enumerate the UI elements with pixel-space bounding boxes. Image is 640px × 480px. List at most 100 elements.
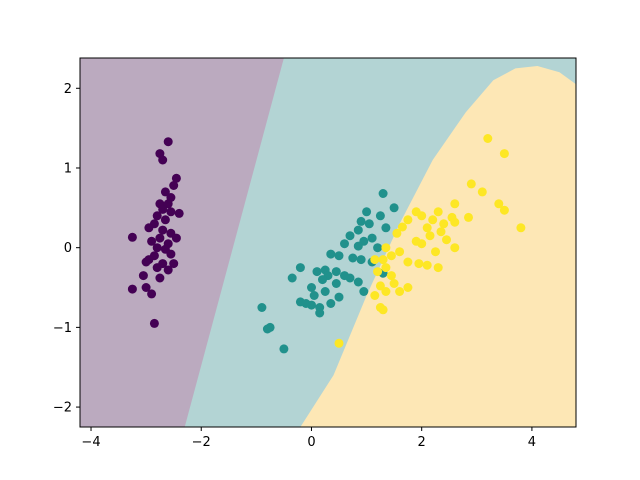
data-point-class-0 bbox=[147, 236, 157, 246]
data-point-class-1 bbox=[378, 189, 388, 198]
data-point-class-2 bbox=[381, 263, 391, 273]
data-point-class-2 bbox=[499, 205, 509, 215]
data-point-class-1 bbox=[373, 243, 383, 253]
data-point-class-1 bbox=[257, 303, 267, 312]
data-point-class-1 bbox=[279, 344, 289, 354]
data-point-class-2 bbox=[433, 207, 443, 217]
y-tick-label: 0 bbox=[64, 241, 72, 256]
data-point-class-2 bbox=[389, 279, 399, 288]
data-point-class-0 bbox=[158, 204, 168, 214]
data-point-class-1 bbox=[334, 251, 344, 261]
data-point-class-2 bbox=[370, 255, 380, 265]
data-point-class-1 bbox=[331, 279, 341, 288]
data-point-class-2 bbox=[431, 247, 440, 257]
data-point-class-0 bbox=[152, 263, 162, 273]
data-point-class-1 bbox=[353, 225, 363, 235]
data-point-class-2 bbox=[403, 215, 413, 225]
x-tick-label: 4 bbox=[528, 435, 536, 450]
data-point-class-2 bbox=[494, 199, 504, 209]
data-point-class-1 bbox=[375, 211, 385, 221]
data-point-class-2 bbox=[370, 291, 380, 300]
data-point-class-0 bbox=[163, 199, 173, 209]
data-point-class-1 bbox=[356, 216, 366, 226]
decision-regions bbox=[80, 58, 576, 427]
data-point-class-1 bbox=[312, 267, 322, 277]
data-point-class-2 bbox=[373, 267, 383, 277]
data-point-class-1 bbox=[301, 299, 311, 308]
data-point-class-0 bbox=[144, 223, 154, 233]
data-point-class-2 bbox=[516, 223, 526, 233]
x-tick-label: −4 bbox=[81, 435, 100, 450]
x-tick-label: 0 bbox=[307, 435, 315, 450]
data-point-class-1 bbox=[381, 223, 391, 233]
data-point-class-2 bbox=[395, 247, 405, 257]
data-point-class-1 bbox=[334, 292, 344, 302]
x-axis: −4 −2 0 2 4 bbox=[81, 427, 536, 450]
data-point-class-1 bbox=[367, 233, 377, 243]
data-point-class-2 bbox=[375, 281, 385, 291]
data-point-class-2 bbox=[414, 259, 424, 269]
data-point-class-0 bbox=[147, 289, 157, 299]
data-point-class-0 bbox=[149, 318, 159, 328]
data-point-class-0 bbox=[155, 273, 165, 283]
data-point-class-0 bbox=[166, 249, 176, 259]
plot-frame bbox=[79, 57, 577, 428]
y-tick-label: 1 bbox=[64, 161, 72, 176]
data-point-class-1 bbox=[287, 273, 297, 283]
data-point-class-2 bbox=[422, 260, 432, 270]
data-point-class-2 bbox=[392, 228, 402, 238]
data-point-class-0 bbox=[174, 208, 184, 218]
data-point-class-2 bbox=[381, 243, 391, 253]
data-point-class-1 bbox=[345, 231, 355, 241]
data-point-class-2 bbox=[499, 149, 509, 159]
data-point-class-0 bbox=[141, 257, 151, 267]
data-point-class-2 bbox=[386, 271, 396, 281]
data-point-class-2 bbox=[442, 235, 451, 245]
scatter-points bbox=[127, 134, 526, 354]
data-point-class-2 bbox=[403, 257, 413, 267]
data-point-class-0 bbox=[158, 225, 168, 235]
data-point-class-2 bbox=[450, 199, 460, 209]
data-point-class-1 bbox=[389, 203, 399, 213]
data-point-class-1 bbox=[362, 207, 372, 217]
data-point-class-0 bbox=[169, 259, 179, 269]
data-point-class-2 bbox=[386, 251, 396, 261]
data-point-class-1 bbox=[348, 253, 358, 263]
data-point-class-1 bbox=[326, 299, 336, 308]
data-point-class-1 bbox=[364, 219, 374, 229]
data-point-class-0 bbox=[171, 233, 181, 243]
data-point-class-1 bbox=[262, 324, 272, 334]
data-point-class-1 bbox=[345, 273, 355, 283]
data-point-class-0 bbox=[127, 284, 137, 294]
data-point-class-2 bbox=[483, 134, 493, 143]
data-point-class-0 bbox=[171, 173, 181, 183]
data-point-class-0 bbox=[141, 283, 151, 292]
data-point-class-1 bbox=[340, 239, 349, 249]
data-point-class-2 bbox=[433, 263, 443, 273]
data-point-class-1 bbox=[307, 283, 316, 292]
data-point-class-2 bbox=[422, 223, 432, 233]
data-point-class-1 bbox=[353, 277, 363, 287]
data-point-class-0 bbox=[169, 181, 179, 190]
data-point-class-0 bbox=[152, 243, 162, 253]
data-point-class-2 bbox=[477, 187, 487, 197]
data-point-class-0 bbox=[155, 233, 165, 243]
y-tick-label: −1 bbox=[53, 321, 72, 336]
data-point-class-1 bbox=[309, 291, 319, 300]
data-point-class-2 bbox=[450, 217, 460, 227]
x-tick-label: 2 bbox=[418, 435, 426, 450]
data-point-class-2 bbox=[334, 338, 344, 348]
data-point-class-2 bbox=[466, 179, 476, 189]
data-point-class-2 bbox=[395, 287, 405, 296]
data-point-class-0 bbox=[152, 211, 162, 221]
data-point-class-0 bbox=[138, 271, 148, 281]
data-point-class-2 bbox=[425, 231, 435, 241]
x-tick-label: −2 bbox=[192, 435, 211, 450]
data-point-class-1 bbox=[331, 267, 341, 277]
data-point-class-0 bbox=[163, 265, 173, 275]
data-point-class-1 bbox=[356, 255, 366, 265]
data-point-class-2 bbox=[450, 243, 460, 253]
data-point-class-1 bbox=[320, 287, 330, 296]
data-point-class-2 bbox=[464, 212, 473, 222]
